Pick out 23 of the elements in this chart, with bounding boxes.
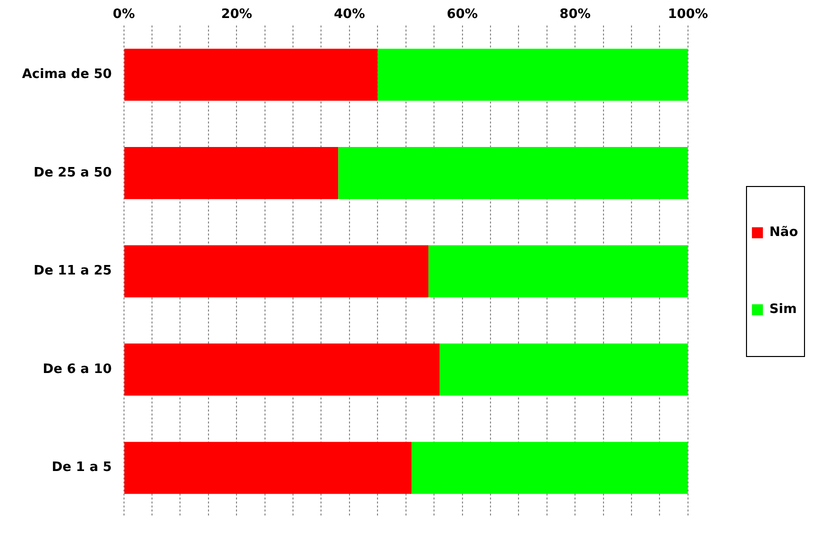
bar [124,245,428,298]
y-tick-label: Acima de 50 [22,67,112,82]
y-tick-label: De 25 a 50 [34,165,112,180]
x-tick-label: 40% [334,7,366,22]
y-tick-label: De 1 a 5 [52,460,112,476]
bar [124,146,338,200]
legend-label: Não [769,225,798,240]
y-tick-label: De 11 a 25 [34,264,112,279]
bar [338,146,688,200]
bar [124,442,412,494]
bar [412,442,688,494]
legend-label: Sim [769,302,797,318]
bar [378,48,688,101]
bar [124,344,440,396]
bar [440,344,688,396]
x-tick-label: 20% [221,7,252,22]
y-tick-label: De 6 a 10 [42,362,112,377]
x-tick-label: 80% [560,7,591,22]
x-tick-label: 0% [112,7,135,22]
x-tick-label: 60% [446,7,478,22]
x-tick-label: 100% [668,7,708,22]
bar [428,245,688,298]
bar [124,48,378,101]
